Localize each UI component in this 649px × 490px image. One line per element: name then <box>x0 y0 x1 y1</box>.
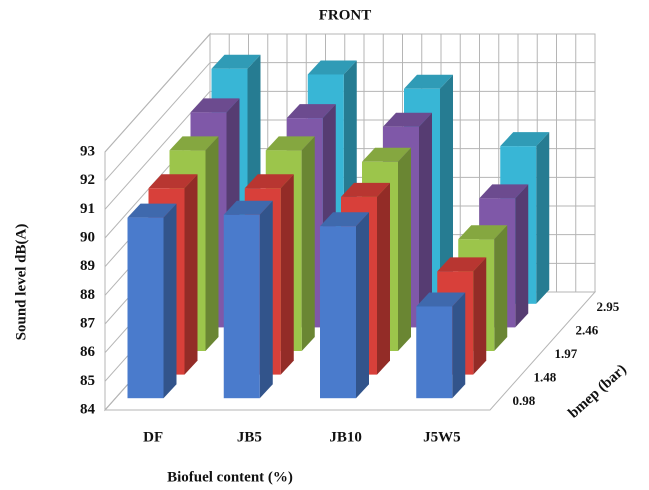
bar-side <box>419 112 432 328</box>
bar-top <box>458 225 508 240</box>
bar-side <box>280 174 294 375</box>
bar <box>223 200 273 399</box>
depth-tick-label: 0.98 <box>513 393 536 408</box>
z-axis-title: bmep (bar) <box>565 362 629 422</box>
bar-top <box>320 212 369 227</box>
x-axis-title: Biofuel content (%) <box>167 469 293 485</box>
bar-top <box>416 292 466 307</box>
x-tick-label: J5W5 <box>423 429 461 445</box>
x-tick-label: JB10 <box>329 429 362 445</box>
bar-side <box>473 257 487 375</box>
depth-tick-label: 1.97 <box>555 346 578 361</box>
bar-top <box>341 182 390 197</box>
bar-top <box>307 60 357 75</box>
bar-front <box>127 217 164 399</box>
bar-top <box>437 257 487 272</box>
bar-side <box>163 203 177 399</box>
bar-side <box>301 136 315 351</box>
y-tick-label: 88 <box>80 287 95 303</box>
depth-tick-label: 2.46 <box>576 322 599 337</box>
x-tick-label: DF <box>143 429 163 445</box>
bar-top <box>286 104 336 119</box>
bar-side <box>440 74 453 304</box>
y-tick-label: 84 <box>80 401 96 417</box>
bar <box>127 203 177 399</box>
y-tick-label: 90 <box>80 229 95 245</box>
bar-top <box>244 174 294 189</box>
bar-side <box>398 147 411 351</box>
y-axis-title: Sound level dB(A) <box>13 224 29 341</box>
depth-tick-label: 2.95 <box>597 299 620 314</box>
bar-top <box>169 136 219 151</box>
bar-front <box>416 306 453 399</box>
bar-side <box>452 292 466 399</box>
bar <box>320 212 369 399</box>
bar-top <box>223 200 273 215</box>
bar-top <box>190 98 240 113</box>
depth-tick-label: 1.48 <box>534 370 557 385</box>
y-tick-label: 87 <box>80 315 96 331</box>
y-tick-label: 86 <box>80 344 96 360</box>
bar-top <box>479 184 529 199</box>
bar-front <box>320 226 356 399</box>
bar-side <box>205 136 219 351</box>
bar-front <box>223 214 260 399</box>
chart-title: FRONT <box>319 7 372 23</box>
bar-side <box>184 174 198 375</box>
bar-top <box>362 147 411 162</box>
bar-top <box>500 132 550 147</box>
bar-side <box>494 225 508 351</box>
bar-side <box>515 184 529 328</box>
grid-line <box>104 62 211 181</box>
x-tick-label: JB5 <box>237 429 262 445</box>
bar-top <box>211 54 261 69</box>
bar-side <box>259 200 273 399</box>
bar-side <box>356 212 369 399</box>
y-tick-label: 89 <box>80 258 95 274</box>
y-tick-label: 91 <box>80 201 95 217</box>
bar <box>416 292 466 399</box>
bar-top <box>127 203 177 218</box>
bar-side <box>377 182 390 375</box>
y-tick-label: 85 <box>80 373 95 389</box>
bar-top <box>404 74 453 89</box>
grid-line <box>104 33 211 153</box>
bar-top <box>265 136 315 151</box>
bar-top <box>148 174 198 189</box>
y-tick-label: 92 <box>80 172 95 188</box>
bar-top <box>383 112 432 127</box>
y-tick-label: 93 <box>80 143 95 159</box>
bar-side <box>536 132 550 304</box>
